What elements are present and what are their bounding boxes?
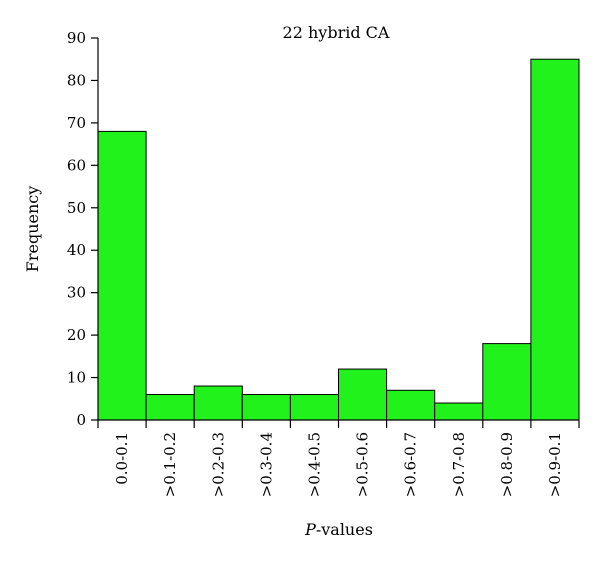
x-axis: 0.0-0.1 >0.1-0.2 >0.2-0.3 >0.3-0.4 >0.4-0.5 >…	[97, 419, 580, 497]
y-tick-label-7: 70	[67, 114, 86, 132]
bar-2	[193, 385, 243, 421]
y-tick-label-3: 30	[67, 284, 86, 302]
bar-6	[386, 389, 436, 421]
bar-1	[145, 394, 195, 421]
y-tick-label-1: 10	[67, 369, 86, 387]
x-tick-label-9: >0.9-0.1	[546, 432, 564, 497]
bar-4	[289, 394, 339, 421]
x-tick-label-7: >0.7-0.8	[450, 432, 468, 497]
y-tick-label-4: 40	[67, 241, 86, 259]
bar-5	[338, 368, 388, 421]
y-tick-label-2: 20	[67, 326, 86, 344]
x-tick-label-8: >0.8-0.9	[498, 432, 516, 497]
x-tick-label-3: >0.3-0.4	[257, 432, 275, 497]
y-axis: 0 10 20 30 40 50 60 70 80 90	[67, 29, 99, 429]
bar-7	[434, 402, 484, 421]
x-tick-label-0: 0.0-0.1	[113, 432, 131, 485]
x-axis-title: P-values	[304, 520, 373, 539]
y-tick-label-0: 0	[76, 411, 86, 429]
x-tick-label-5: >0.5-0.6	[354, 432, 372, 497]
x-axis-title-rest: -values	[316, 520, 373, 539]
x-tick-label-2: >0.2-0.3	[209, 432, 227, 497]
bar-8	[482, 343, 532, 421]
x-tick-label-1: >0.1-0.2	[161, 432, 179, 497]
x-tick-label-4: >0.4-0.5	[305, 432, 323, 497]
y-tick-label-9: 90	[67, 29, 86, 47]
bar-9	[530, 58, 580, 421]
bar-0	[97, 130, 147, 421]
bar-3	[241, 394, 291, 421]
y-tick-label-8: 80	[67, 71, 86, 89]
x-tick-label-6: >0.6-0.7	[402, 432, 420, 497]
x-axis-title-italic: P	[304, 520, 316, 539]
y-tick-label-6: 60	[67, 156, 86, 174]
bar-series	[97, 58, 580, 421]
chart-title: 22 hybrid CA	[283, 23, 390, 42]
y-axis-title: Frequency	[23, 186, 42, 273]
y-tick-label-5: 50	[67, 199, 86, 217]
